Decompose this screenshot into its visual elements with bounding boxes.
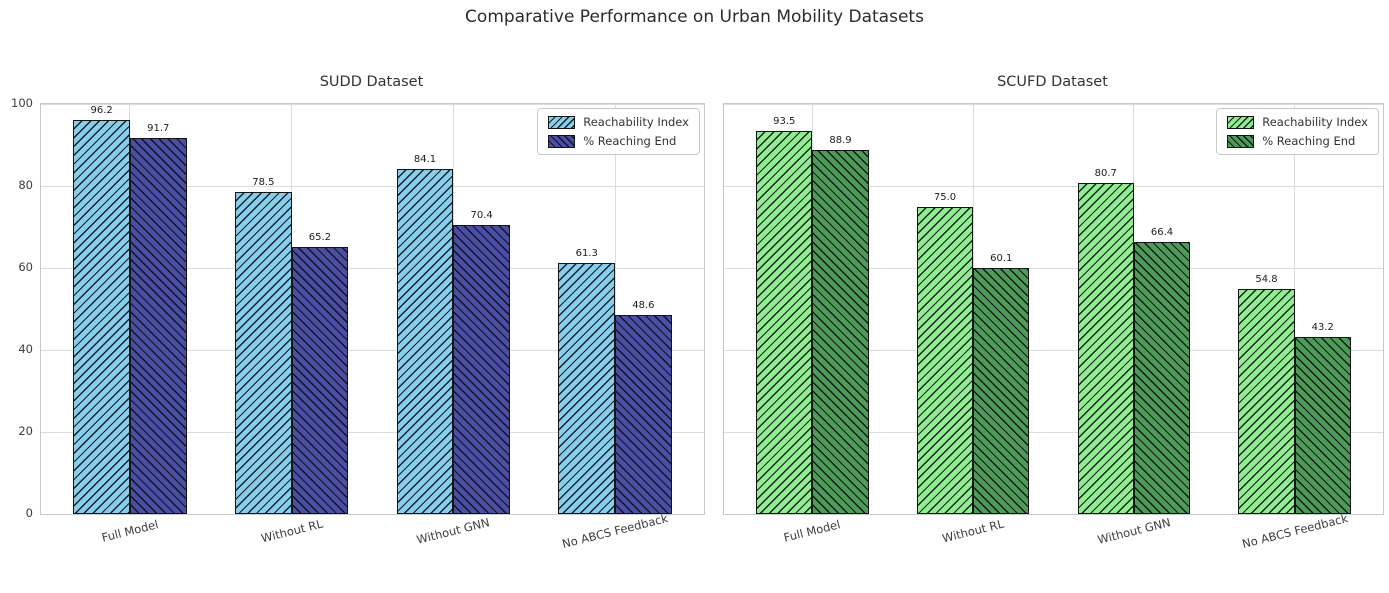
gridline <box>724 431 1383 433</box>
value-label: 78.5 <box>252 177 275 189</box>
value-label: 88.9 <box>829 134 852 146</box>
value-label: 48.6 <box>632 299 655 311</box>
reachability-index-swatch-icon <box>1227 115 1255 129</box>
x-tick-label: Without GNN <box>1095 515 1172 547</box>
x-tick-label: No ABCS Feedback <box>560 511 670 551</box>
bar-reachability-index <box>916 206 974 514</box>
scufd-panel-title: SCUFD Dataset <box>997 74 1108 90</box>
gridline <box>614 104 616 514</box>
value-label: 96.2 <box>90 104 113 116</box>
value-label: 91.7 <box>147 123 170 135</box>
legend-item: % Reaching End <box>548 134 689 148</box>
bar-pct-reaching-end <box>812 149 869 514</box>
x-tick-label: Full Model <box>782 517 843 545</box>
bar-reachability-index <box>558 262 616 514</box>
value-label: 60.1 <box>990 252 1013 264</box>
bar-pct-reaching-end <box>453 225 510 514</box>
sudd-panel-title: SUDD Dataset <box>319 74 424 90</box>
x-tick-label: No ABCS Feedback <box>1240 511 1349 551</box>
bar-reachability-index <box>235 192 292 514</box>
gridline <box>724 267 1383 269</box>
legend-label: % Reaching End <box>583 134 677 148</box>
y-tick-label: 60 <box>18 260 33 274</box>
scufd-plot-area: Reachability Index % Reaching End 93.5 75… <box>723 103 1384 551</box>
legend-item: Reachability Index <box>548 115 689 129</box>
x-tick-label: Without RL <box>940 516 1006 546</box>
y-tick-label: 20 <box>18 424 33 438</box>
bar-pct-reaching-end <box>973 267 1030 514</box>
y-tick-label: 100 <box>11 96 33 110</box>
value-label: 54.8 <box>1255 274 1278 286</box>
legend-item: % Reaching End <box>1227 134 1368 148</box>
sudd-legend: Reachability Index % Reaching End <box>537 108 700 155</box>
bar-pct-reaching-end <box>129 138 187 514</box>
gridline <box>41 103 704 105</box>
value-label: 43.2 <box>1311 321 1334 333</box>
legend-label: Reachability Index <box>1262 115 1368 129</box>
value-label: 84.1 <box>413 154 437 166</box>
gridline <box>41 431 704 433</box>
legend-item: Reachability Index <box>1227 115 1368 129</box>
gridline <box>41 185 704 187</box>
y-tick-label: 0 <box>25 506 33 520</box>
legend-label: % Reaching End <box>1262 134 1356 148</box>
value-label: 66.4 <box>1150 226 1174 238</box>
value-label: 70.4 <box>470 210 493 222</box>
gridline <box>1294 104 1296 514</box>
x-tick-label: Full Model <box>100 517 160 545</box>
value-label: 61.3 <box>575 247 598 259</box>
x-tick-label: Without GNN <box>415 515 492 547</box>
scufd-legend: Reachability Index % Reaching End <box>1216 108 1379 155</box>
figure-title: Comparative Performance on Urban Mobilit… <box>465 7 924 27</box>
gridline <box>41 267 704 269</box>
bar-pct-reaching-end <box>1133 241 1191 514</box>
bar-pct-reaching-end <box>1294 336 1351 514</box>
bar-reachability-index <box>73 119 130 514</box>
legend-label: Reachability Index <box>583 115 689 129</box>
bar-pct-reaching-end <box>615 314 672 514</box>
x-tick-label: Without RL <box>259 516 324 546</box>
pct-reaching-end-swatch-icon <box>548 134 576 148</box>
reachability-index-swatch-icon <box>548 115 576 129</box>
pct-reaching-end-swatch-icon <box>1227 134 1255 148</box>
bar-reachability-index <box>756 130 813 514</box>
bar-reachability-index <box>1238 289 1295 514</box>
gridline <box>724 185 1383 187</box>
bar-reachability-index <box>396 169 454 514</box>
value-label: 93.5 <box>773 115 796 127</box>
value-label: 65.2 <box>308 231 332 243</box>
value-label: 80.7 <box>1094 168 1117 180</box>
y-tick-label: 40 <box>18 342 33 356</box>
y-tick-label: 80 <box>18 178 33 192</box>
gridline <box>724 349 1383 351</box>
bar-pct-reaching-end <box>291 246 349 514</box>
bar-reachability-index <box>1077 183 1134 514</box>
gridline <box>41 349 704 351</box>
sudd-plot-area: Reachability Index % Reaching End 96.2 78… <box>11 96 705 551</box>
value-label: 75.0 <box>933 191 957 203</box>
gridline <box>724 103 1383 105</box>
